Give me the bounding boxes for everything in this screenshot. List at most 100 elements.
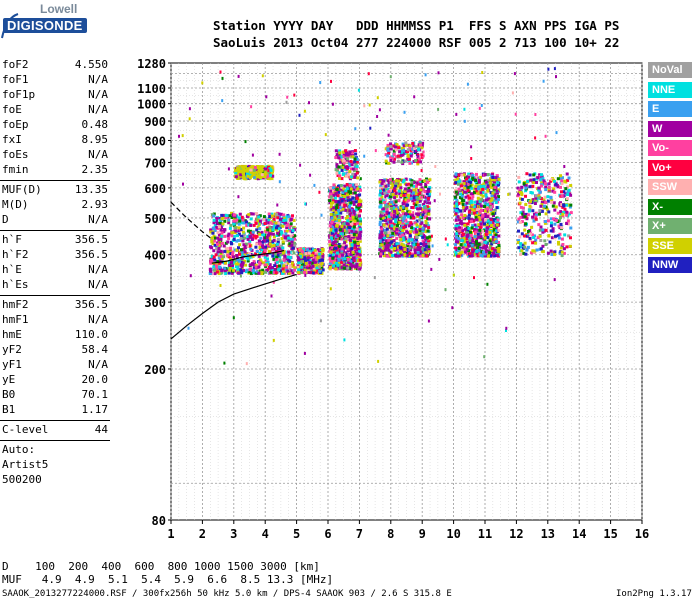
echo-point — [329, 228, 333, 232]
echo-point — [415, 212, 419, 216]
param-row-g3-0: h`F 356.5 — [2, 233, 108, 248]
echo-point — [282, 213, 286, 217]
echo-point — [475, 237, 479, 241]
echo-point — [296, 247, 300, 251]
echo-point — [251, 212, 255, 216]
echo-point — [236, 267, 240, 271]
echo-point — [567, 234, 571, 238]
echo-point — [358, 219, 362, 223]
echo-point — [378, 236, 382, 240]
echo-point — [516, 220, 520, 224]
echo-point — [497, 195, 500, 199]
echo-point — [349, 198, 353, 202]
echo-point — [277, 268, 281, 272]
echo-point — [495, 174, 499, 178]
echo-point — [492, 251, 496, 255]
echo-point — [428, 217, 432, 221]
echo-point — [217, 256, 221, 260]
echo-point — [210, 246, 214, 250]
echo-point — [459, 192, 463, 196]
echo-point — [247, 213, 251, 217]
echo-point — [388, 202, 392, 206]
param-row-g4-6: B0 70.1 — [2, 388, 108, 403]
echo-point — [389, 238, 393, 242]
echo-point — [348, 205, 352, 209]
echo-point — [331, 199, 335, 203]
x-tick-label: 12 — [509, 527, 523, 541]
echo-point — [235, 239, 239, 243]
echo-point — [336, 265, 340, 269]
echo-point — [230, 216, 234, 219]
echo-point — [212, 221, 216, 225]
echo-point — [485, 226, 489, 230]
echo-point — [355, 228, 359, 232]
echo-point — [423, 195, 427, 199]
echo-point — [424, 251, 428, 254]
echo-point — [243, 236, 246, 240]
echo-point — [242, 243, 246, 247]
echo-point — [466, 228, 470, 232]
echo-point — [402, 160, 406, 163]
echo-point — [403, 250, 406, 253]
echo-point — [346, 193, 349, 197]
echo-point — [460, 248, 464, 252]
echo-point — [331, 246, 335, 250]
echo-point — [559, 174, 563, 178]
echo-point — [402, 178, 406, 182]
echo-point — [337, 156, 341, 160]
echo-point — [261, 167, 265, 170]
echo-point — [492, 241, 496, 244]
param-name: foEs — [2, 148, 29, 161]
echo-point — [330, 216, 334, 220]
echo-point — [470, 203, 474, 207]
echo-point — [419, 182, 423, 186]
echo-point — [479, 175, 483, 179]
echo-point — [455, 205, 459, 209]
echo-point — [223, 267, 227, 271]
echo-point — [496, 218, 500, 222]
echo-point — [256, 219, 260, 223]
echo-point — [355, 183, 359, 187]
echo-point — [463, 240, 467, 243]
echo-point — [288, 243, 292, 247]
echo-point — [315, 263, 319, 267]
echo-point — [459, 243, 463, 247]
echo-point — [378, 193, 382, 197]
echo-point — [516, 194, 520, 198]
param-value: N/A — [88, 313, 108, 326]
echo-point — [535, 213, 538, 217]
echo-point — [258, 261, 262, 265]
echo-point — [393, 229, 397, 233]
echo-point — [341, 222, 345, 226]
echo-point — [457, 201, 461, 205]
echo-point — [329, 263, 333, 267]
echo-point — [395, 246, 399, 250]
echo-point — [208, 267, 212, 271]
echo-point — [462, 182, 466, 186]
echo-point — [386, 154, 390, 158]
echo-point — [479, 235, 483, 239]
echo-point — [420, 195, 424, 199]
echo-point — [346, 258, 350, 261]
echo-point — [475, 189, 479, 193]
echo-point — [268, 266, 272, 270]
echo-point — [477, 251, 481, 254]
echo-point — [243, 250, 247, 254]
echo-point — [455, 202, 459, 206]
echo-point — [220, 268, 224, 272]
echo-point — [293, 228, 297, 232]
param-row-g4-1: hmF1 N/A — [2, 313, 108, 328]
echo-point — [260, 248, 264, 252]
echo-point — [485, 198, 488, 202]
echo-point — [524, 194, 527, 198]
echo-point — [386, 254, 390, 258]
echo-point — [239, 173, 243, 177]
echo-point — [479, 222, 483, 226]
x-tick-label: 11 — [478, 527, 492, 541]
echo-point — [538, 176, 542, 180]
echo-point — [408, 232, 412, 236]
echo-point — [384, 219, 388, 222]
echo-point — [562, 194, 566, 198]
echo-point — [339, 232, 343, 236]
echo-point — [245, 224, 249, 228]
